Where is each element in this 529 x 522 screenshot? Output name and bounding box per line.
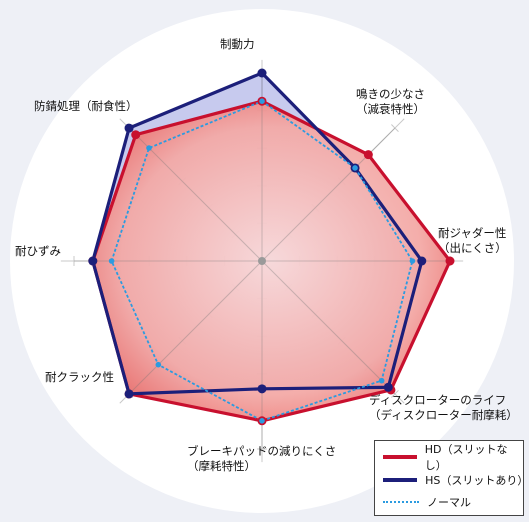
legend-swatch-hs xyxy=(383,478,418,482)
axis-label-line: 耐ジャダー性 xyxy=(438,226,507,240)
series-point-hs xyxy=(257,384,267,394)
axis-label-line: ブレーキパッドの減りにくさ xyxy=(187,444,337,458)
legend-swatch-normal xyxy=(383,501,419,503)
axis-label-line: （出にくさ） xyxy=(438,241,507,255)
spoke-tick xyxy=(391,390,399,398)
axis-label-3: ディスクローターのライフ （ディスクローター耐摩耗） xyxy=(369,393,518,423)
inner-spoke-3 xyxy=(261,260,396,395)
axis-label-line: （摩耗特性） xyxy=(187,459,256,473)
series-point-normal xyxy=(108,258,115,264)
series-point-normal xyxy=(378,377,385,384)
series-point-hd xyxy=(363,150,373,160)
legend-label-hs: HS（スリットあり） xyxy=(425,474,529,487)
axis-label-line: （ディスクローター耐摩耗） xyxy=(369,408,518,422)
series-point-normal xyxy=(259,418,265,424)
axis-label-0: 制動力 xyxy=(220,37,255,52)
series-layer xyxy=(74,68,455,449)
axis-label-5: 耐クラック性 xyxy=(45,370,114,385)
spoke-tick xyxy=(391,124,399,132)
inner-spoke-1 xyxy=(261,127,396,262)
legend-label-normal: ノーマル xyxy=(427,496,471,509)
axis-label-line: 耐クラック性 xyxy=(45,370,114,384)
series-point-normal xyxy=(409,258,416,264)
series-point-hd xyxy=(445,256,455,266)
axis-label-line: 防錆処理（耐食性） xyxy=(34,99,138,113)
series-fill-hd xyxy=(92,101,451,421)
series-point-hs xyxy=(257,68,267,78)
axis-label-line: ディスクローターのライフ xyxy=(369,393,507,407)
series-point-hs xyxy=(124,123,134,133)
axis-label-line: （減衰特性） xyxy=(356,102,425,116)
series-point-normal xyxy=(155,361,162,368)
inner-grid xyxy=(74,73,450,449)
legend-item-normal: ノーマル xyxy=(383,494,471,510)
axis-label-1: 鳴きの少なさ （減衰特性） xyxy=(356,87,425,117)
legend: HD（スリットなし） HS（スリットあり） ノーマル xyxy=(374,440,529,516)
legend-item-hs: HS（スリットあり） xyxy=(383,472,529,488)
axis-label-line: 鳴きの少なさ xyxy=(356,87,425,101)
series-point-normal xyxy=(146,145,152,151)
axis-label-7: 防錆処理（耐食性） xyxy=(34,99,138,114)
inner-spoke-5 xyxy=(128,260,263,395)
series-point-normal xyxy=(352,165,358,171)
axis-label-6: 耐ひずみ xyxy=(15,244,61,259)
series-line-normal xyxy=(110,100,414,422)
series-point-hs xyxy=(124,389,134,399)
series-point-hs xyxy=(88,256,98,266)
inner-spoke-7 xyxy=(128,127,263,262)
series-point-normal xyxy=(259,98,265,104)
legend-label-hd: HD（スリットなし） xyxy=(424,443,508,472)
center-dot xyxy=(258,257,266,265)
legend-swatch-hd xyxy=(383,455,417,459)
legend-item-hd: HD（スリットなし） xyxy=(383,443,523,472)
axis-label-line: 制動力 xyxy=(220,37,255,51)
series-point-hs xyxy=(383,382,393,392)
axis-label-4: ブレーキパッドの減りにくさ （摩耗特性） xyxy=(187,444,336,474)
axis-label-2: 耐ジャダー性 （出にくさ） xyxy=(438,226,507,256)
axis-label-line: 耐ひずみ xyxy=(15,244,61,258)
series-point-hs xyxy=(417,256,427,266)
series-point-hd xyxy=(131,130,141,140)
